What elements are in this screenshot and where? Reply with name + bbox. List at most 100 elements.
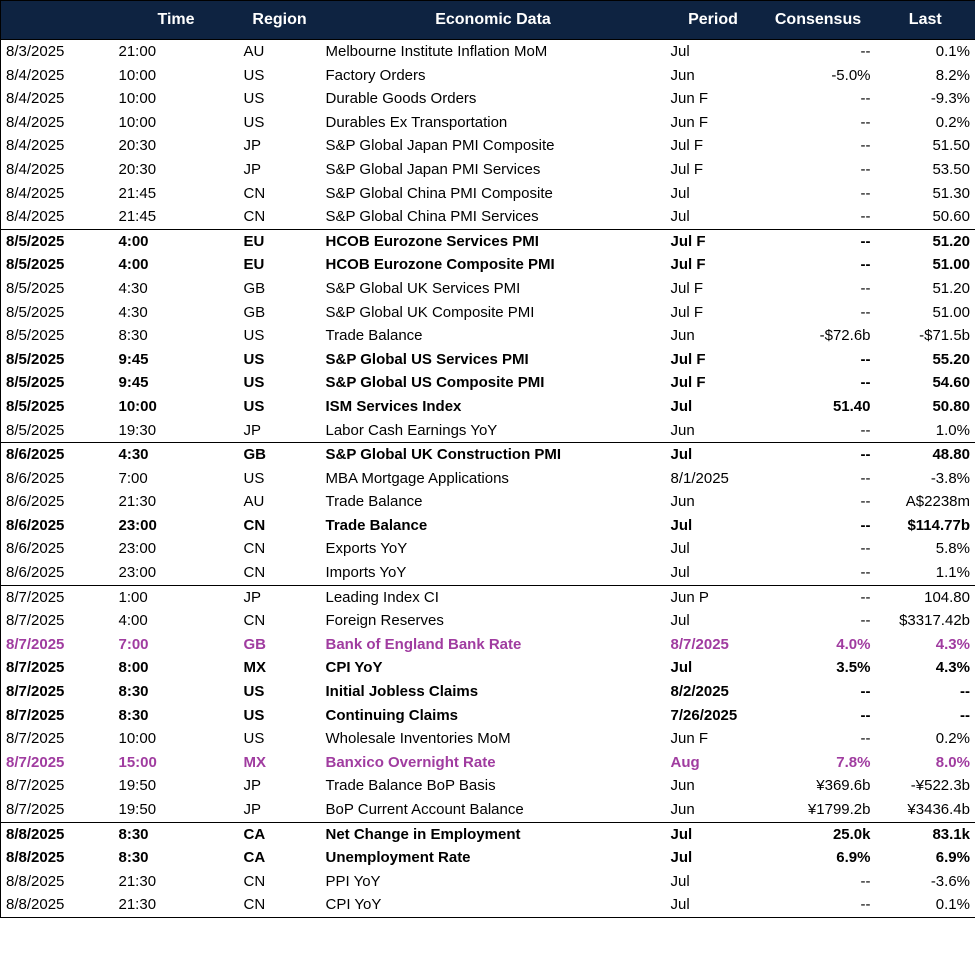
indicator-cell: S&P Global Japan PMI Composite (325, 137, 555, 155)
period-cell: 8/2/2025 (670, 683, 729, 701)
consensus-cell: 6.9% (836, 849, 871, 867)
region-cell: CN (243, 540, 266, 558)
region-cell: CA (243, 849, 266, 867)
time-cell: 20:30 (118, 160, 157, 178)
period-cell: Jun (670, 327, 695, 345)
indicator-cell: Banxico Overnight Rate (325, 753, 496, 771)
time-cell: 9:45 (118, 350, 149, 368)
period-cell: 8/1/2025 (670, 469, 729, 487)
date-group: 8/3/2025 21:00 AU Melbourne Institute Infla… (0, 38, 975, 230)
event-row: 8/7/2025 1:00 JP Leading Index CI Jun P -- 104… (0, 584, 975, 610)
consensus-cell: -- (860, 137, 871, 155)
period-cell: Jun (670, 777, 695, 795)
region-cell: GB (243, 303, 266, 321)
time-cell: 10:00 (118, 66, 157, 84)
indicator-cell: S&P Global China PMI Services (325, 208, 539, 226)
last-cell: 50.80 (932, 397, 970, 415)
date-cell: 8/7/2025 (6, 777, 65, 795)
indicator-cell: S&P Global China PMI Composite (325, 184, 553, 202)
date-cell: 8/4/2025 (6, 184, 65, 202)
header-cell: Period (665, 0, 761, 40)
indicator-cell: Net Change in Employment (320, 821, 666, 847)
region-cell: US (243, 113, 265, 131)
event-row: 8/4/2025 21:45 CN S&P Global China PMI Serv… (1, 205, 975, 229)
header-cell: Consensus (760, 0, 876, 40)
last-cell: 0.1% (935, 896, 970, 914)
event-row: 8/5/2025 4:30 GB S&P Global UK Composite PM… (1, 301, 975, 325)
region-cell: MX (243, 753, 267, 771)
last-cell: 50.60 (932, 208, 970, 226)
period-cell: Jul (665, 38, 761, 64)
indicator-cell: PPI YoY (325, 872, 381, 890)
time-cell: 1:00 (113, 584, 239, 610)
region-cell: US (243, 374, 265, 392)
period-cell: Jul (670, 208, 690, 226)
indicator-cell: S&P Global US Services PMI (325, 350, 529, 368)
period-cell: 8/7/2025 (670, 635, 729, 653)
indicator-cell: Leading Index CI (320, 584, 666, 610)
event-row: 8/5/2025 9:45 US S&P Global US Composite PM… (1, 371, 975, 395)
date-cell: 8/5/2025 (6, 421, 65, 439)
indicator-cell: S&P Global Japan PMI Services (325, 160, 541, 178)
date-cell: 8/7/2025 (6, 612, 65, 630)
date-cell: 8/5/2025 (6, 303, 65, 321)
time-cell: 10:00 (118, 730, 157, 748)
consensus-cell: -- (860, 730, 871, 748)
consensus-cell: -$72.6b (819, 327, 871, 345)
event-row: 8/4/2025 10:00 US Durable Goods Orders Jun F… (1, 87, 975, 111)
date-group: 8/8/2025 8:30 CA Net Change in Employment Ju… (0, 821, 975, 917)
period-cell: Jul (665, 442, 761, 467)
period-cell: Jul (670, 872, 690, 890)
last-cell: 4.3% (935, 659, 970, 677)
indicator-cell: Exports YoY (325, 540, 408, 558)
period-cell: Jul F (670, 256, 706, 274)
region-cell: GB (243, 635, 267, 653)
date-cell: 8/8/2025 (0, 821, 114, 847)
region-cell: MX (243, 659, 267, 677)
last-cell: 104.80 (875, 584, 975, 610)
last-cell: 55.20 (932, 350, 970, 368)
consensus-cell: ¥1799.2b (807, 801, 871, 818)
consensus-cell: -- (760, 442, 876, 467)
date-cell: 8/7/2025 (6, 635, 65, 653)
table-header: Time Region Economic Data Period Consensus La… (0, 0, 975, 40)
event-row: 8/6/2025 23:00 CN Exports YoY Jul -- 5.8% (1, 537, 975, 561)
date-cell: 8/6/2025 (6, 516, 65, 534)
event-row: 8/8/2025 8:30 CA Net Change in Employment Ju… (0, 821, 975, 847)
consensus-cell: -- (860, 350, 871, 368)
consensus-cell: -- (860, 683, 871, 701)
indicator-cell: ISM Services Index (325, 397, 462, 415)
event-row: 8/5/2025 4:30 GB S&P Global UK Services PMI… (1, 277, 975, 301)
last-cell: $3317.42b (899, 612, 970, 630)
date-cell: 8/5/2025 (6, 279, 65, 297)
indicator-cell: Labor Cash Earnings YoY (325, 421, 498, 439)
consensus-cell: -- (860, 540, 871, 558)
region-cell: US (243, 350, 265, 368)
period-cell: Jun P (665, 584, 761, 610)
date-cell: 8/3/2025 (0, 38, 114, 64)
region-cell: JP (243, 421, 262, 439)
consensus-cell: -- (860, 564, 871, 582)
region-cell: JP (243, 137, 262, 155)
last-cell: 53.50 (932, 160, 970, 178)
consensus-cell: -- (860, 279, 871, 297)
region-cell: US (243, 327, 265, 345)
last-cell: -¥522.3b (910, 777, 970, 795)
consensus-cell: -- (860, 90, 871, 108)
event-row: 8/8/2025 21:30 CN PPI YoY Jul -- -3.6% (1, 870, 975, 894)
date-cell: 8/6/2025 (0, 442, 114, 467)
date-cell: 8/8/2025 (6, 872, 65, 890)
consensus-cell: -- (860, 469, 871, 487)
date-group: 8/7/2025 1:00 JP Leading Index CI Jun P -- 104… (0, 584, 975, 822)
indicator-cell: Initial Jobless Claims (325, 683, 479, 701)
date-cell: 8/7/2025 (6, 683, 65, 701)
last-cell: 48.80 (875, 442, 975, 467)
last-cell: -3.6% (930, 872, 970, 890)
last-cell: -3.8% (930, 469, 970, 487)
time-cell: 7:00 (118, 635, 149, 653)
event-row: 8/7/2025 19:50 JP Trade Balance BoP Basis Ju… (1, 774, 975, 798)
date-cell: 8/6/2025 (6, 564, 65, 582)
consensus-cell: -- (860, 612, 871, 630)
consensus-cell: -- (860, 160, 871, 178)
indicator-cell: Durables Ex Transportation (325, 113, 508, 131)
